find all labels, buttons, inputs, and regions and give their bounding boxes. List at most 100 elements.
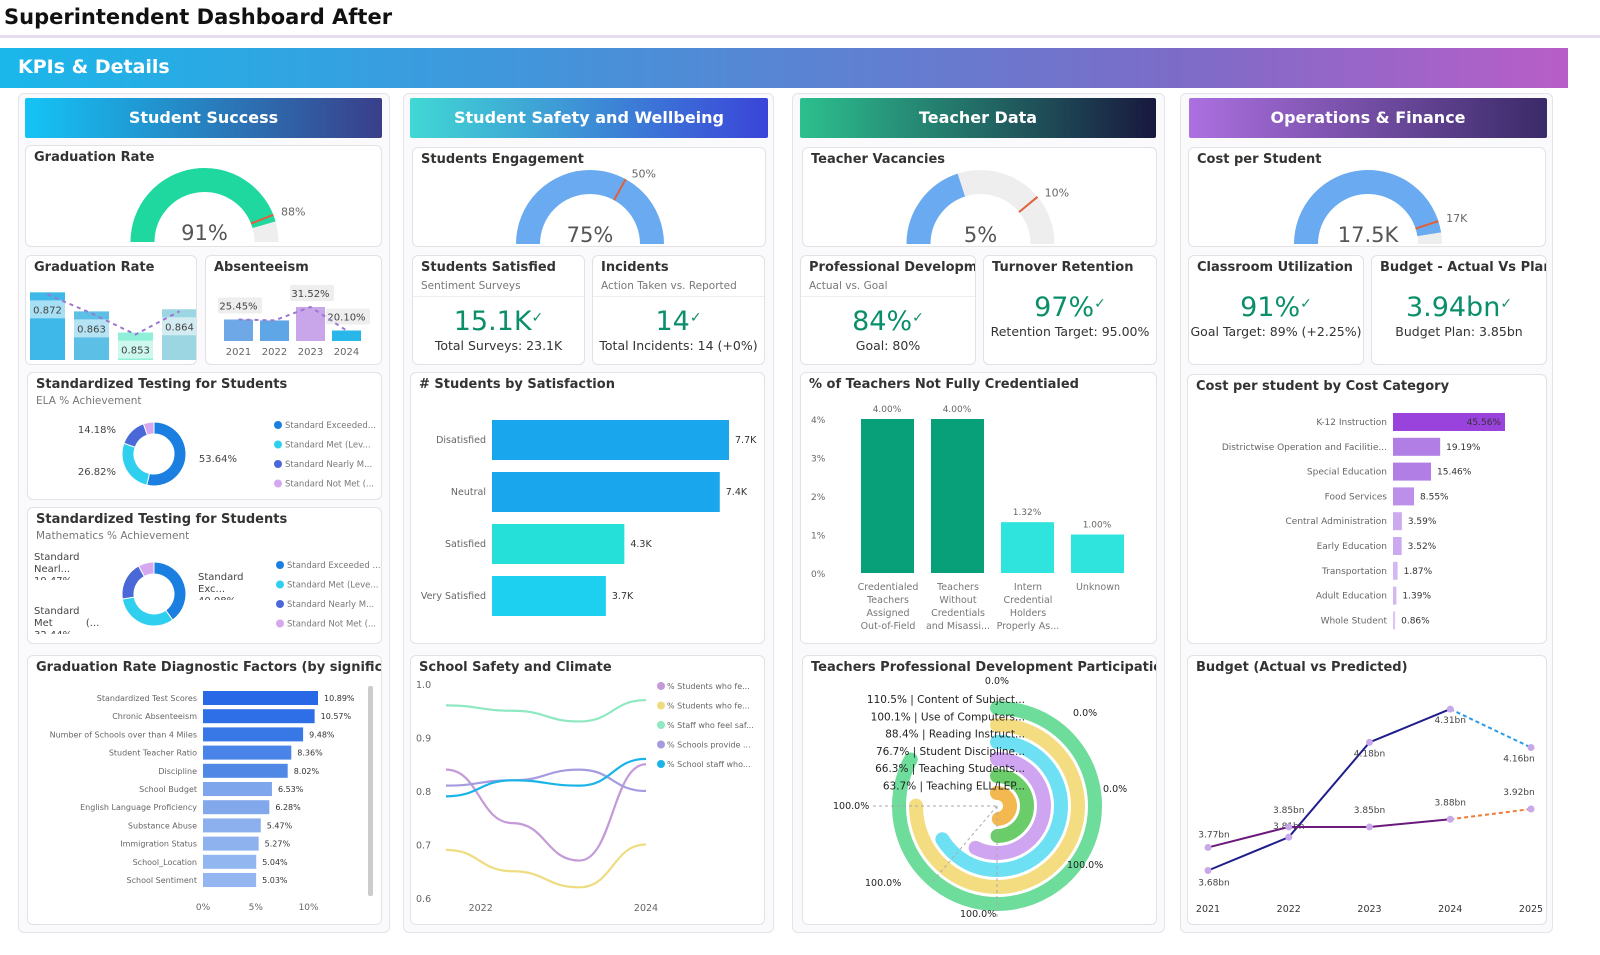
diagnostic-factors-card[interactable]: Graduation Rate Diagnostic Factors (by s… xyxy=(27,655,382,925)
actual-line xyxy=(1207,818,1451,849)
kpi-label: Total Surveys: 23.1K xyxy=(434,338,563,353)
card-title: Standardized Testing for Students xyxy=(36,377,288,392)
bar xyxy=(492,472,720,512)
x-tick-label: 2022 xyxy=(262,347,287,358)
classroom-utilization-card[interactable]: Classroom Utilization 91%✓ Goal Target: 89… xyxy=(1188,255,1364,365)
satisfaction-card[interactable]: # Students by Satisfaction Disatisfied 7.7… xyxy=(410,372,765,644)
x-tick-label: 2023 xyxy=(298,347,323,358)
gauge-chart: 17K 17.5K xyxy=(1294,170,1468,246)
kpi-value-text: 97% xyxy=(1034,292,1095,323)
data-label: 4.00% xyxy=(873,405,902,415)
legend-label: Standard Met (Lev... xyxy=(285,441,371,451)
data-label: 19.19% xyxy=(1446,443,1481,453)
donut-slice xyxy=(121,596,174,627)
prof-dev-participation-card[interactable]: Teachers Professional Development Partic… xyxy=(802,655,1157,925)
donut-slice xyxy=(137,561,155,578)
category-label: Very Satisfied xyxy=(421,591,486,602)
cost-gauge-card[interactable]: Cost per Student 17K 17.5K xyxy=(1188,147,1546,247)
bar xyxy=(1071,534,1124,573)
section-teacher-data[interactable]: Teacher Data xyxy=(800,98,1156,138)
legend-label: Standard Exceeded... xyxy=(285,421,376,431)
series-label: 66.3% | Teaching Students... xyxy=(875,763,1025,775)
bar xyxy=(296,306,325,341)
cost-category-card[interactable]: Cost per student by Cost Category K-12 In… xyxy=(1187,374,1547,644)
incidents-card[interactable]: Incidents Action Taken vs. Reported 14✓ Tot… xyxy=(592,255,765,365)
card-subtitle: Sentiment Surveys xyxy=(421,280,521,292)
section-operations-finance[interactable]: Operations & Finance xyxy=(1189,98,1547,138)
cost-category-chart: K-12 Instruction 45.56% Districtwise Opera… xyxy=(1222,413,1505,630)
y-tick-label: 0.9 xyxy=(416,734,431,745)
math-testing-card[interactable]: Standardized Testing for Students Mathema… xyxy=(27,507,382,644)
x-tick-label: 2022 xyxy=(469,903,493,914)
legend-marker xyxy=(276,561,284,569)
kpi-label: Retention Target: 95.00% xyxy=(990,324,1150,339)
section-student-success[interactable]: Student Success xyxy=(25,98,382,138)
bar xyxy=(1001,522,1054,573)
donut-slice xyxy=(121,442,151,486)
section-safety[interactable]: Student Safety and Wellbeing xyxy=(410,98,768,138)
card-title: Budget (Actual vs Predicted) xyxy=(1196,660,1408,675)
category-label: Discipline xyxy=(158,767,197,776)
graduation-rate-gauge-card[interactable]: Graduation Rate 88% 91% xyxy=(25,145,382,247)
legend-marker xyxy=(276,580,284,589)
bar xyxy=(492,524,625,564)
radial-bar xyxy=(990,786,1017,826)
gauge-value: 5% xyxy=(964,223,997,247)
data-label: 20.10% xyxy=(327,313,365,324)
donut-slice xyxy=(123,423,149,448)
students-satisfied-card[interactable]: Students Satisfied Sentiment Surveys 15.1K… xyxy=(412,255,585,365)
ela-donut-chart: 53.64% Standard Exceeded... 26.82% Standard… xyxy=(78,421,376,490)
legend-label: % Staff who feel saf... xyxy=(667,721,754,730)
gauge-value: 75% xyxy=(567,223,614,247)
data-label: 10.89% xyxy=(324,694,355,703)
bar xyxy=(1393,586,1397,605)
data-label: 0.864 xyxy=(165,322,194,333)
gauge-target-marker xyxy=(250,213,274,225)
actual-line xyxy=(1207,708,1451,872)
gauge-target-label: 88% xyxy=(281,205,305,218)
safety-climate-card[interactable]: School Safety and Climate 1.0 0.9 0.8 0.7 0.6… xyxy=(410,655,765,925)
credentials-card[interactable]: % of Teachers Not Fully Credentialed 4% 3%… xyxy=(800,372,1157,644)
checkmark-icon: ✓ xyxy=(1094,296,1106,312)
x-tick-label: 2024 xyxy=(1438,904,1462,915)
slice-label: 26.82% xyxy=(78,467,116,478)
axis-label: 100.0% xyxy=(960,909,996,920)
professional-development-card[interactable]: Professional Developm... Actual vs. Goal 8… xyxy=(800,255,976,365)
gauge-target-label: 50% xyxy=(632,168,656,181)
ela-testing-card[interactable]: Standardized Testing for Students ELA % A… xyxy=(27,372,382,500)
graduation-rate-bars-card[interactable]: Graduation Rate 0.872 0.863 0.853 0.864 xyxy=(25,255,197,365)
turnover-retention-card[interactable]: Turnover Retention 97%✓ Retention Target: … xyxy=(983,255,1157,365)
card-subtitle: Action Taken vs. Reported xyxy=(601,280,737,292)
data-point xyxy=(1204,867,1212,874)
vacancies-gauge-card[interactable]: Teacher Vacancies 10% 5% xyxy=(802,147,1157,247)
bar xyxy=(203,836,259,851)
kpi-value: 14✓ xyxy=(593,306,764,337)
x-tick-label: 2025 xyxy=(1519,904,1543,915)
axis-label: 0.0% xyxy=(985,676,1009,687)
data-label: 3.77bn xyxy=(1198,830,1229,840)
category-label: Standardized Test Scores xyxy=(97,694,197,703)
credentials-bar-chart: 4% 3% 2% 1% 0% 4.00% Credentialed Teachers Ass… xyxy=(811,405,1124,632)
absenteeism-card[interactable]: Absenteeism 25.45% 2021 2022 31.52% 2023 20.10… xyxy=(205,255,382,365)
legend-label: Standard Exceeded ... xyxy=(287,561,381,571)
dashboard-title: Superintendent Dashboard After xyxy=(4,5,393,29)
data-label: 3.7K xyxy=(612,591,634,602)
data-label: 4.18bn xyxy=(1354,749,1385,759)
category-label: K-12 Instruction xyxy=(1316,418,1387,428)
label-bg xyxy=(74,319,109,338)
budget-actual-vs-plan-card[interactable]: Budget - Actual Vs Plan 3.94bn✓ Budget Pla… xyxy=(1371,255,1547,365)
data-label: 7.7K xyxy=(735,435,757,446)
data-label: 4.00% xyxy=(943,405,972,415)
checkmark-icon: ✓ xyxy=(531,310,544,326)
divider xyxy=(801,296,975,297)
data-point xyxy=(1446,705,1454,713)
data-point xyxy=(1285,823,1293,831)
scrollbar[interactable] xyxy=(368,686,373,896)
category-label: Immigration Status xyxy=(120,840,197,849)
engagement-gauge-card[interactable]: Students Engagement 50% 75% xyxy=(412,147,766,247)
bar xyxy=(1393,413,1505,431)
budget-line-card[interactable]: Budget (Actual vs Predicted) 2021 2022 2023… xyxy=(1187,655,1547,925)
kpi-value-text: 3.94bn xyxy=(1405,292,1501,323)
card-title: Students Engagement xyxy=(421,152,584,167)
category-label: English Language Proficiency xyxy=(80,803,197,812)
